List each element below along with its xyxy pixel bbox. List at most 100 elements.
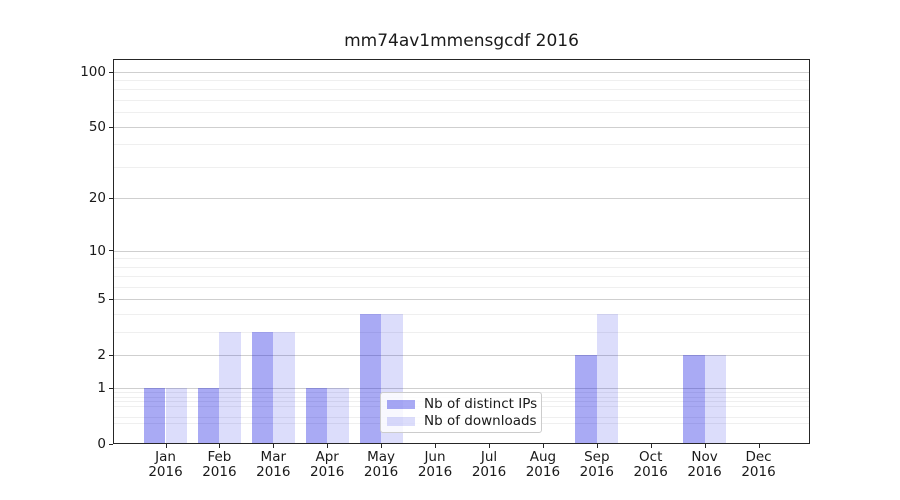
y-tick-mark: [109, 355, 113, 356]
y-tick-label: 10: [88, 242, 106, 259]
x-tick-month: Feb: [207, 449, 232, 465]
x-tick-month: Nov: [691, 449, 718, 465]
x-tick-month: Oct: [639, 449, 663, 465]
bar-distinct-ips-jan: [143, 388, 166, 444]
legend-label-downloads: Nb of downloads: [424, 413, 537, 429]
gridline-minor: [113, 112, 810, 114]
legend-swatch-distinct-ips-icon: [387, 399, 415, 409]
gridline-minor: [113, 276, 810, 278]
gridline-minor: [113, 80, 810, 81]
x-tick-label-sep: Sep 2016: [570, 450, 624, 480]
x-tick-month: Dec: [745, 449, 772, 465]
gridline-major: [113, 299, 810, 301]
x-tick-mark: [758, 444, 760, 448]
x-tick-year: 2016: [579, 464, 614, 480]
y-tick-mark: [109, 250, 113, 251]
gridline-major: [113, 198, 810, 200]
y-tick-mark: [109, 299, 113, 300]
gridline-major: [113, 71, 810, 73]
x-tick-year: 2016: [741, 464, 776, 480]
x-tick-month: Jul: [480, 449, 498, 465]
gridline-minor: [113, 100, 810, 101]
x-tick-mark: [542, 444, 544, 448]
x-tick-year: 2016: [363, 464, 399, 480]
x-tick-year: 2016: [417, 464, 453, 480]
x-tick-year: 2016: [310, 464, 345, 480]
x-tick-label-jan: Jan 2016: [139, 450, 193, 480]
spine-left: [113, 59, 114, 444]
bar-distinct-ips-mar: [251, 332, 274, 444]
x-tick-label-jul: Jul 2016: [462, 450, 516, 480]
y-tick-label: 100: [80, 63, 106, 80]
bar-downloads-nov: [704, 355, 727, 444]
x-tick-month: Jun: [424, 449, 446, 465]
x-tick-mark: [704, 444, 706, 448]
gridline-major: [113, 250, 810, 252]
legend-item-downloads: Nb of downloads: [387, 413, 537, 429]
legend-label-distinct-ips: Nb of distinct IPs: [424, 396, 538, 412]
bar-distinct-ips-sep: [575, 355, 597, 444]
gridline-major: [113, 355, 810, 357]
x-tick-month: Mar: [260, 449, 287, 465]
y-tick-mark: [109, 388, 113, 389]
gridline-minor: [113, 166, 810, 168]
x-tick-label-oct: Oct 2016: [624, 450, 678, 480]
y-tick-mark: [109, 127, 113, 128]
plot-area: [113, 59, 810, 444]
x-tick-year: 2016: [148, 464, 183, 480]
x-tick-mark: [489, 444, 490, 448]
spine-top: [113, 59, 810, 60]
legend: Nb of distinct IPs Nb of downloads: [380, 392, 542, 433]
gridline-major: [113, 388, 810, 390]
x-tick-year: 2016: [687, 464, 722, 480]
y-tick-mark: [109, 198, 113, 199]
bar-downloads-apr: [327, 388, 349, 444]
x-tick-label-dec: Dec 2016: [732, 450, 786, 480]
y-tick-mark: [109, 444, 113, 445]
y-tick-mark: [109, 72, 113, 73]
x-tick-month: Aug: [529, 449, 557, 465]
bar-distinct-ips-may: [359, 314, 382, 444]
x-tick-mark: [273, 444, 275, 448]
x-tick-label-apr: Apr 2016: [300, 450, 354, 480]
x-tick-label-aug: Aug 2016: [516, 450, 570, 480]
bar-distinct-ips-feb: [197, 388, 220, 444]
legend-swatch-downloads-icon: [387, 416, 415, 426]
bar-downloads-feb: [219, 332, 241, 444]
gridline-minor: [113, 287, 810, 288]
gridline-minor: [113, 258, 810, 260]
gridline-minor: [113, 89, 810, 91]
y-tick-label: 5: [97, 291, 106, 308]
gridline-minor: [113, 144, 810, 146]
x-tick-month: May: [367, 449, 396, 465]
x-tick-label-jun: Jun 2016: [408, 450, 462, 480]
bar-distinct-ips-apr: [305, 388, 328, 444]
x-tick-month: Sep: [584, 449, 610, 465]
y-tick-label: 0: [97, 436, 106, 452]
y-tick-label: 1: [97, 380, 106, 397]
x-tick-year: 2016: [633, 464, 668, 480]
gridline-minor: [113, 314, 810, 316]
y-tick-label: 50: [88, 118, 106, 135]
legend-item-distinct-ips: Nb of distinct IPs: [387, 396, 537, 412]
y-tick-label: 20: [88, 190, 106, 207]
bar-downloads-sep: [596, 314, 619, 444]
x-tick-mark: [381, 444, 383, 448]
spine-right: [809, 59, 810, 444]
chart-title: mm74av1mmensgcdf 2016: [344, 31, 579, 51]
x-tick-mark: [435, 444, 436, 448]
x-tick-label-feb: Feb 2016: [192, 450, 246, 480]
x-tick-mark: [327, 444, 329, 448]
x-tick-year: 2016: [471, 464, 507, 480]
gridline-major: [113, 126, 810, 128]
x-tick-label-nov: Nov 2016: [678, 450, 732, 480]
x-tick-mark: [165, 444, 167, 448]
y-tick-label: 2: [97, 347, 106, 364]
bar-downloads-jan: [165, 388, 188, 444]
x-tick-label-may: May 2016: [354, 450, 408, 480]
bar-distinct-ips-nov: [683, 355, 705, 444]
x-tick-year: 2016: [525, 464, 561, 480]
bar-downloads-mar: [273, 332, 295, 444]
x-tick-month: Apr: [315, 449, 339, 465]
x-tick-year: 2016: [202, 464, 237, 480]
